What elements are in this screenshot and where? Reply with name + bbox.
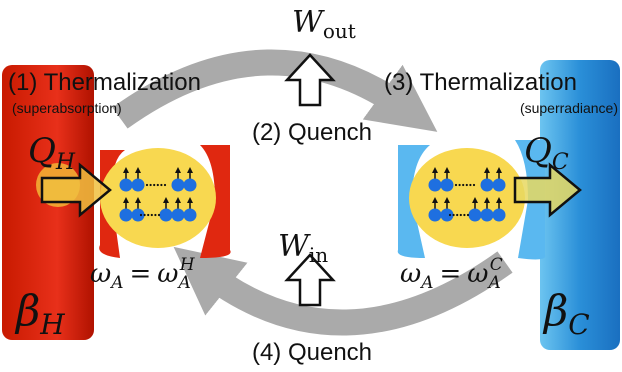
atom (429, 209, 442, 222)
atom (132, 209, 145, 222)
dot (467, 214, 469, 216)
dot (469, 184, 471, 186)
frequency-left: ωA=ωAH (90, 255, 196, 293)
atom (481, 209, 494, 222)
left-atoms-cloud (100, 148, 216, 248)
atom (184, 209, 197, 222)
right-atoms-cloud (409, 148, 525, 248)
diagram: (1) Thermalization (superabsorption) (2)… (0, 0, 622, 372)
atom (481, 179, 494, 192)
dot (151, 214, 153, 216)
dot (459, 184, 461, 186)
step-label: (4) Quench (252, 339, 372, 366)
atom (429, 179, 442, 192)
dot (150, 184, 152, 186)
dot (164, 184, 166, 186)
dot (146, 184, 148, 186)
atom (493, 179, 506, 192)
atom (160, 209, 173, 222)
dot (154, 214, 156, 216)
atom (172, 209, 185, 222)
dot (456, 214, 458, 216)
dot (466, 184, 468, 186)
atom (441, 209, 454, 222)
step-note: (superabsorption) (12, 100, 122, 116)
dot (455, 184, 457, 186)
atom (132, 179, 145, 192)
dot (140, 214, 142, 216)
step-label: (1) Thermalization (8, 69, 201, 96)
dot (160, 184, 162, 186)
atom (493, 209, 506, 222)
work-in: Win (278, 229, 328, 267)
work-out: Wout (292, 5, 356, 43)
atom (441, 179, 454, 192)
dot (453, 214, 455, 216)
frequency-right: ωA=ωAC (400, 255, 503, 293)
dot (462, 184, 464, 186)
dot (463, 214, 465, 216)
atom (469, 209, 482, 222)
dot (153, 184, 155, 186)
dot (144, 214, 146, 216)
dot (158, 214, 160, 216)
step-label: (2) Quench (252, 119, 372, 146)
atom (120, 179, 133, 192)
dot (460, 214, 462, 216)
atom (120, 209, 133, 222)
atom (184, 179, 197, 192)
dot (147, 214, 149, 216)
dot (473, 184, 475, 186)
atom (172, 179, 185, 192)
step-note: (superradiance) (520, 100, 618, 116)
dot (157, 184, 159, 186)
step-label: (3) Thermalization (384, 69, 577, 96)
dot (449, 214, 451, 216)
